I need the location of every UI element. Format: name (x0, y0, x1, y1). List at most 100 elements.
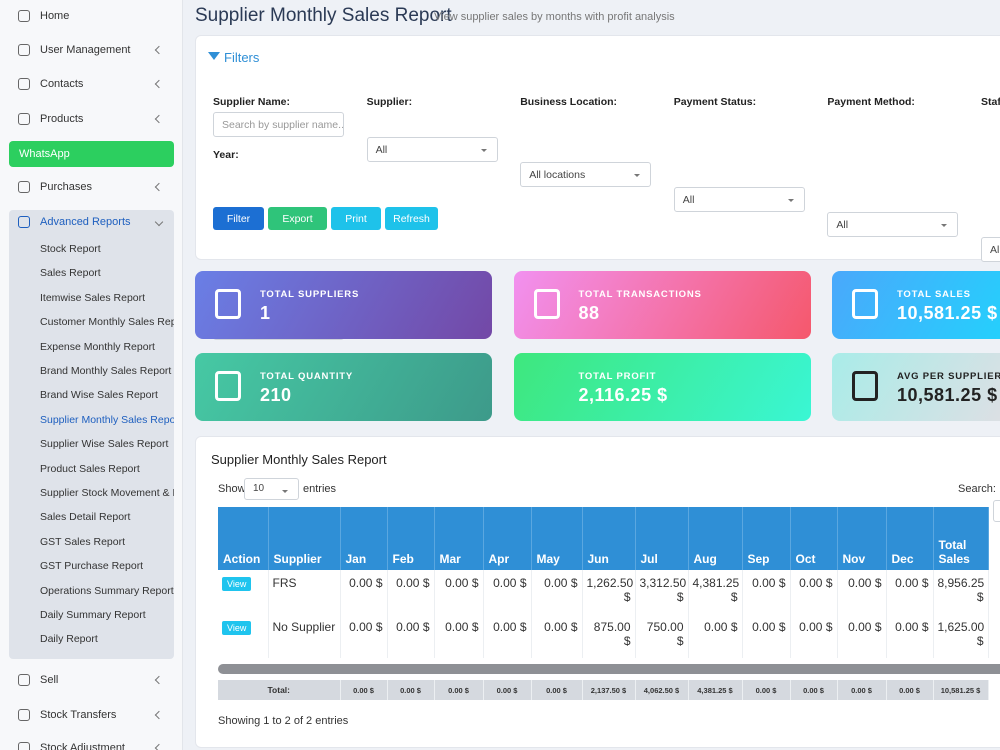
chevron (154, 217, 164, 227)
cell-text: 875.00 $ (593, 620, 631, 648)
stat-value: 10,581.25 $ (897, 303, 998, 323)
column-header[interactable]: Total Sales (933, 507, 989, 570)
column-header[interactable]: Mar (434, 507, 484, 570)
total-cell: 0.00 $ (483, 680, 532, 700)
scrollbar[interactable] (218, 664, 1000, 674)
nav-item[interactable]: Purchases (18, 181, 174, 193)
chevron (154, 675, 164, 685)
nav-group[interactable]: Advanced Reports (18, 216, 174, 228)
cell-text: 1,262.50 $ (586, 576, 634, 604)
sub-item[interactable]: GST Purchase Report (40, 560, 144, 573)
cell-text: 0.00 $ (396, 576, 430, 590)
cell-text: 0.00 $ (445, 576, 479, 590)
nav-item[interactable]: User Management (18, 44, 174, 56)
cell: 8,956.25 $ (933, 570, 989, 614)
column-header[interactable]: Jan (340, 507, 388, 570)
nav-item[interactable]: Contacts (18, 78, 174, 90)
table-row: View No Supplier 0.00 $ 0.00 $ 0.00 $ 0.00 $ 0… (218, 614, 989, 658)
scroll-row (218, 658, 1000, 680)
stat-card: TOTAL SUPPLIERS 1 (195, 271, 492, 339)
column-header[interactable]: Oct (790, 507, 838, 570)
sub-item[interactable]: Expense Monthly Report (40, 340, 155, 353)
sub-item[interactable]: Product Sales Report (40, 462, 140, 475)
cell-text: 0.00 $ (799, 576, 833, 590)
column-header[interactable]: Supplier (268, 507, 341, 570)
button[interactable]: Export (268, 207, 327, 230)
cell-text: 0.00 $ (848, 576, 882, 590)
sub-item[interactable]: Stock Report (40, 243, 101, 255)
data-table: Action Supplier Jan Feb Mar Apr May Jun Jul Aug Se… (218, 507, 1000, 700)
column-header[interactable]: Apr (483, 507, 532, 570)
sub-item[interactable]: Customer Monthly Sales Report (40, 316, 174, 329)
table-wrap: Action Supplier Jan Feb Mar Apr May Jun Jul Aug Se… (218, 507, 1000, 700)
nav-label: Home (40, 10, 70, 22)
sub-item[interactable]: Sales Report (40, 267, 101, 280)
total-cell: 0.00 $ (531, 680, 583, 700)
cell-text: 0.00 $ (704, 620, 738, 634)
sub-item[interactable]: Daily Summary Report (40, 609, 146, 621)
nav-label: WhatsApp (19, 148, 70, 160)
sub-item[interactable]: Itemwise Sales Report (40, 291, 146, 304)
nav-item[interactable]: Stock Transfers (18, 709, 174, 721)
select[interactable]: All (673, 187, 805, 212)
cell: 0.00 $ (434, 614, 484, 658)
select[interactable]: All (981, 237, 1000, 262)
cell-text: 0.00 $ (445, 620, 479, 634)
chevron (154, 182, 164, 192)
nav-item[interactable]: Sell (18, 674, 174, 686)
nav-item[interactable]: Home (18, 10, 174, 22)
sub-item[interactable]: GST Sales Report (40, 535, 126, 548)
column-header[interactable]: Jun (582, 507, 636, 570)
cell: 0.00 $ (531, 570, 583, 614)
nav-icon (18, 674, 30, 686)
stat-label: TOTAL SUPPLIERS (260, 289, 360, 300)
total-cell: 0.00 $ (340, 680, 388, 700)
length-select[interactable]: 10 (244, 478, 299, 500)
column-header[interactable]: May (531, 507, 583, 570)
column-header[interactable]: Nov (837, 507, 887, 570)
cell: 0.00 $ (483, 614, 532, 658)
search-input[interactable] (993, 500, 1000, 522)
cell: 0.00 $ (742, 570, 791, 614)
nav-item[interactable]: Products (18, 113, 174, 125)
sub-item[interactable]: Supplier Stock Movement & Profit (40, 487, 174, 499)
select[interactable]: All (827, 212, 959, 237)
view-button[interactable]: View (222, 577, 252, 591)
sub-item[interactable]: Supplier Wise Sales Report (40, 438, 169, 451)
show-label: Show (218, 483, 246, 495)
cell-text: 0.00 $ (752, 576, 786, 590)
stat-value: 2,116.25 $ (578, 385, 668, 405)
stat-icon (215, 289, 241, 319)
button[interactable]: Print (331, 207, 381, 230)
column-header[interactable]: Dec (886, 507, 934, 570)
sub-item[interactable]: Daily Report (40, 633, 98, 646)
select[interactable]: All locations (520, 162, 652, 187)
view-button[interactable]: View (222, 621, 252, 635)
stat-value: 1 (260, 303, 271, 323)
select[interactable]: All (366, 137, 498, 162)
cell: 750.00 $ (635, 614, 689, 658)
column-header[interactable]: Sep (742, 507, 791, 570)
field-label: Staff: (981, 96, 1000, 108)
sub-item[interactable]: Supplier Monthly Sales Report (40, 413, 174, 426)
stat-label: AVG PER SUPPLIER (897, 371, 1000, 382)
text-input[interactable]: Search by supplier name... (213, 112, 344, 137)
total-row: Total: 0.00 $0.00 $0.00 $0.00 $0.00 $2,13… (218, 680, 989, 700)
button[interactable]: Refresh (385, 207, 438, 230)
field-label: Year: (213, 149, 239, 161)
sub-item[interactable]: Brand Monthly Sales Report (40, 365, 172, 377)
nav-item[interactable]: Stock Adjustment (18, 742, 174, 750)
cell: 1,262.50 $ (582, 570, 636, 614)
column-header[interactable]: Jul (635, 507, 689, 570)
sub-item[interactable]: Operations Summary Report (40, 584, 174, 597)
stat-label: TOTAL PROFIT (578, 371, 657, 382)
sub-item[interactable]: Brand Wise Sales Report (40, 389, 158, 402)
sub-item[interactable]: Sales Detail Report (40, 511, 131, 524)
button[interactable]: Filter (213, 207, 264, 230)
total-cell: 2,137.50 $ (582, 680, 636, 700)
column-header[interactable]: Aug (688, 507, 743, 570)
cell-text: 0.00 $ (799, 620, 833, 634)
whatsapp-button[interactable]: WhatsApp (9, 141, 174, 167)
column-header[interactable]: Feb (387, 507, 435, 570)
